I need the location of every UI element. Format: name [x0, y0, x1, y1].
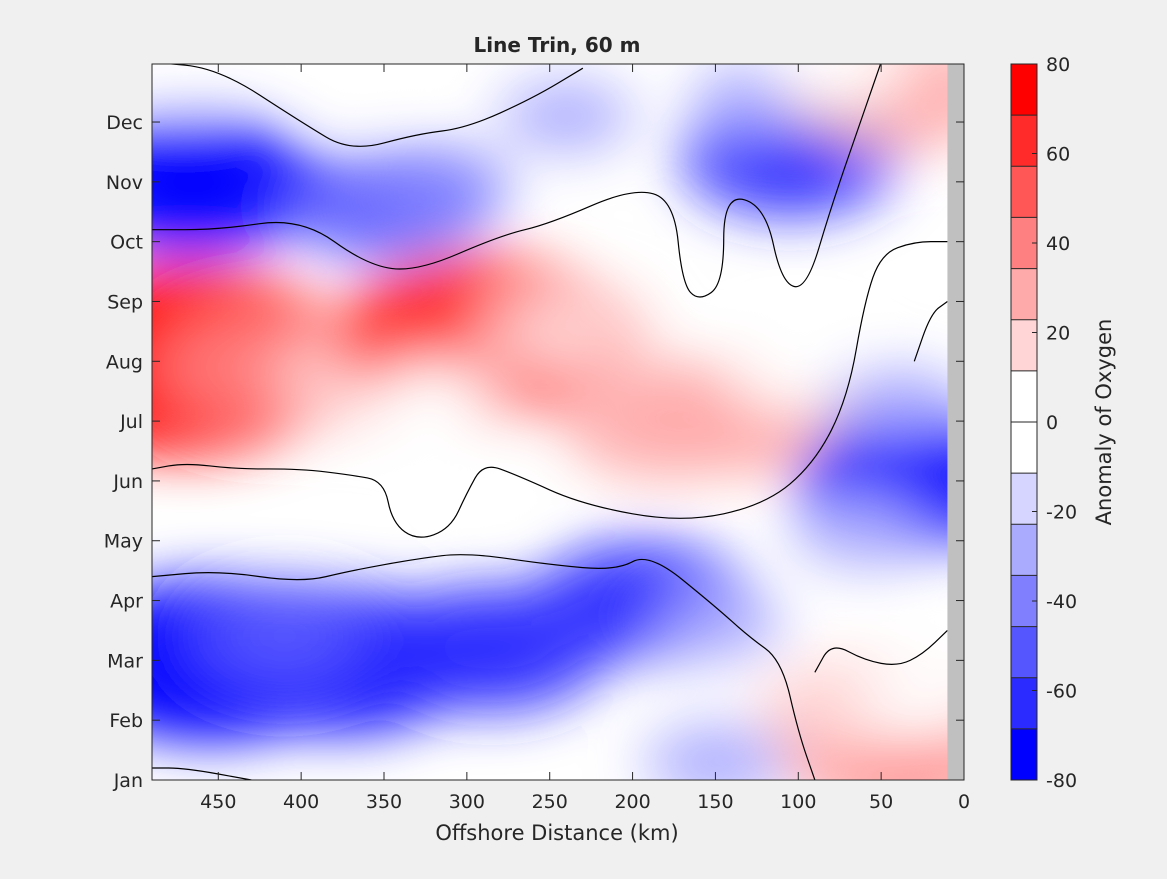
x-tick-label-6: 150 — [697, 791, 733, 813]
anomaly-core-32 — [674, 738, 756, 780]
anomaly-core-21 — [677, 602, 754, 647]
colorbar-swatch-1 — [1011, 115, 1037, 167]
anomaly-blobs — [152, 64, 964, 780]
colorbar-tick-label-2: 40 — [1046, 233, 1070, 255]
y-tick-label-4: May — [104, 531, 143, 553]
colorbar-tick-label-3: 20 — [1046, 323, 1070, 345]
colorbar-swatch-5 — [1011, 319, 1037, 372]
y-tick-label-0: Jan — [113, 770, 143, 792]
x-tick-label-1: 400 — [283, 791, 319, 813]
colorbar-swatch-2 — [1011, 166, 1037, 218]
zero-contour-5 — [814, 630, 948, 673]
anomaly-core-5 — [516, 302, 616, 360]
anomaly-core-23 — [824, 505, 906, 552]
zero-contour-3 — [152, 554, 816, 780]
x-axis: 450 400 350 300 250 200 150 100 50 0 — [200, 64, 970, 813]
x-tick-label-3: 300 — [449, 791, 485, 813]
y-tick-label-2: Mar — [107, 650, 143, 672]
zero-contour-2 — [165, 64, 584, 147]
anomaly-core-24 — [859, 381, 936, 425]
x-tick-label-7: 100 — [780, 791, 816, 813]
colorbar: 80 60 40 20 0 -20 -40 -60 -80 — [1010, 54, 1077, 792]
anomaly-core-10 — [152, 142, 263, 222]
colorbar-tick-label-4: 0 — [1046, 412, 1058, 434]
colorbar-swatch-13 — [1011, 728, 1037, 781]
colorbar-tick-label-0: 80 — [1046, 54, 1070, 76]
anomaly-core-27 — [152, 64, 224, 96]
colorbar-swatch-8 — [1011, 473, 1037, 525]
zero-contour-1 — [152, 64, 882, 298]
anomaly-core-14 — [732, 125, 848, 191]
anomaly-core-8 — [756, 349, 841, 398]
colorbar-label: Anomaly of Oxygen — [1092, 319, 1116, 526]
plot-border — [151, 63, 965, 781]
zero-contour-0 — [152, 241, 948, 538]
y-tick-label-7: Aug — [106, 351, 143, 373]
x-tick-label-4: 250 — [532, 791, 568, 813]
y-tick-label-10: Nov — [106, 172, 143, 194]
x-tick-label-2: 350 — [366, 791, 402, 813]
zero-contour-6 — [152, 767, 252, 780]
x-tick-label-0: 450 — [200, 791, 236, 813]
y-tick-label-1: Feb — [109, 710, 143, 732]
x-tick-label-5: 200 — [614, 791, 650, 813]
x-tick-label-8: 50 — [869, 791, 893, 813]
colorbar-swatch-0 — [1011, 64, 1037, 116]
y-tick-label-5: Jun — [112, 471, 143, 493]
colorbar-tick-label-5: -20 — [1046, 502, 1077, 524]
y-tick-label-3: Apr — [110, 591, 143, 613]
y-axis: Jan Feb Mar Apr May Jun Jul Aug Sep Oct Nov Dec — [104, 112, 964, 792]
colorbar-swatch-7 — [1011, 422, 1037, 474]
x-tick-label-9: 0 — [958, 791, 970, 813]
anomaly-core-26 — [797, 64, 882, 93]
anomaly-core-13 — [528, 94, 605, 138]
anomaly-core-31 — [888, 678, 964, 727]
anomaly-core-18 — [231, 605, 339, 668]
plot-area — [152, 64, 964, 780]
axes-frame — [151, 63, 965, 781]
colorbar-tick-label-7: -60 — [1046, 681, 1077, 703]
colorbar-swatch-9 — [1011, 524, 1037, 576]
x-axis-label: Offshore Distance (km) — [435, 821, 678, 845]
anomaly-core-19 — [430, 613, 553, 684]
anomaly-field — [152, 64, 964, 780]
anomaly-core-4 — [391, 373, 476, 422]
colorbar-tick-label-8: -80 — [1046, 770, 1077, 792]
colorbar-swatch-6 — [1011, 370, 1037, 423]
y-tick-label-6: Jul — [119, 411, 143, 433]
colorbar-tick-label-6: -40 — [1046, 591, 1077, 613]
colorbar-swatch-11 — [1011, 626, 1037, 679]
zero-contours — [152, 64, 948, 780]
anomaly-core-28 — [312, 64, 390, 108]
chart-title: Line Trin, 60 m — [474, 33, 641, 57]
y-tick-label-9: Oct — [110, 232, 143, 254]
colorbar-swatch-12 — [1011, 677, 1037, 730]
anomaly-core-9 — [465, 443, 535, 483]
y-tick-label-8: Sep — [107, 291, 143, 313]
anomaly-core-12 — [391, 163, 476, 212]
colorbar-swatch-4 — [1011, 268, 1037, 321]
colorbar-tick-label-1: 60 — [1046, 144, 1070, 166]
y-tick-label-11: Dec — [106, 112, 143, 134]
zero-contour-4 — [913, 300, 948, 362]
no-data-strip — [947, 64, 964, 780]
